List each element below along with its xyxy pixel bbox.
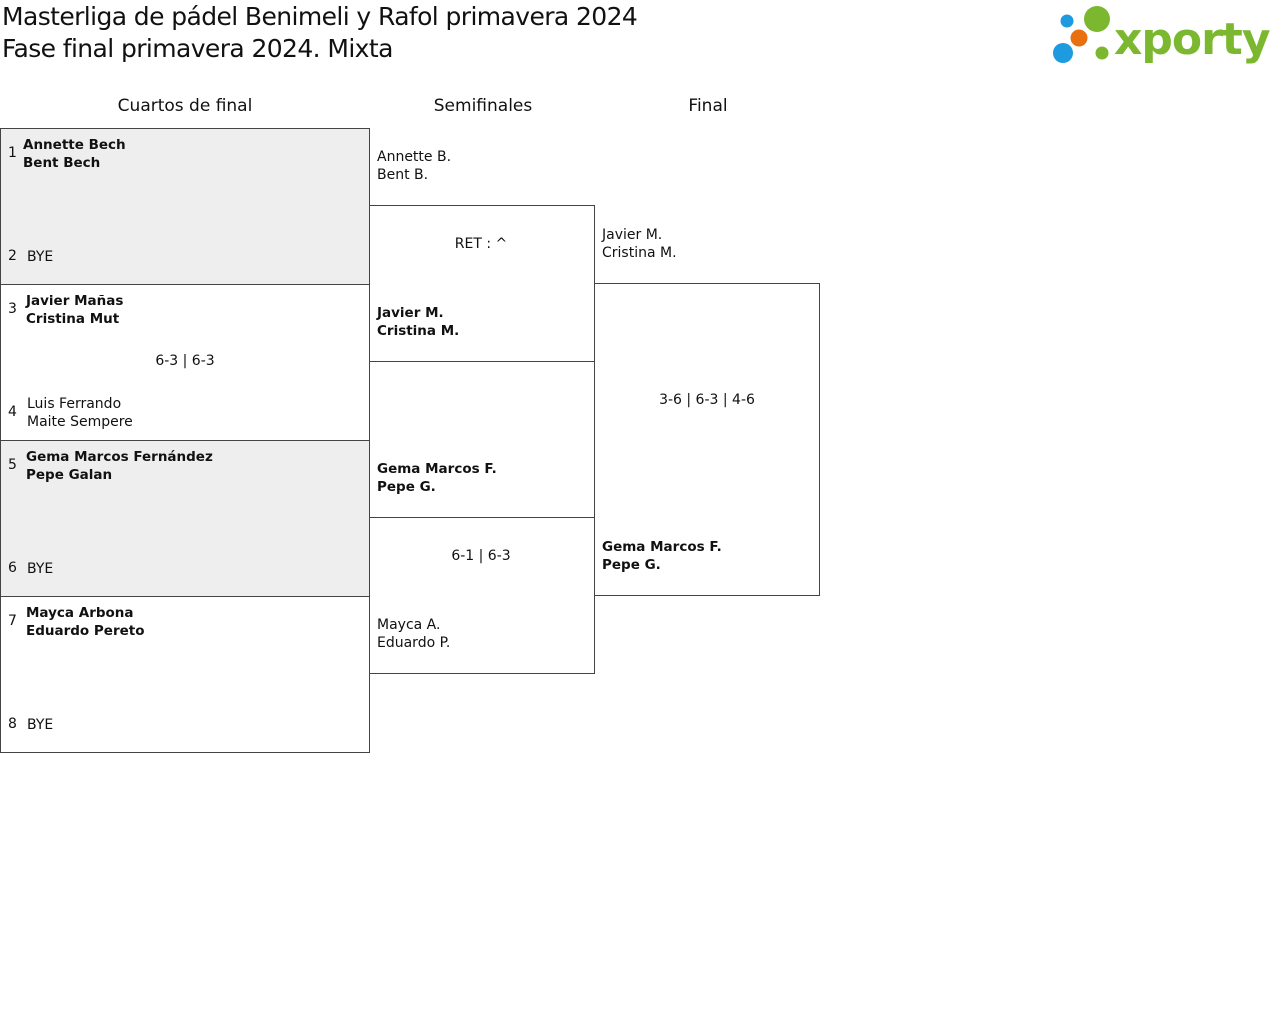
round-header-quarterfinals: Cuartos de final bbox=[117, 96, 253, 116]
quarterfinal-match-1 bbox=[0, 128, 370, 285]
round-header-final: Final bbox=[688, 96, 728, 116]
quarterfinal-3-team-b: BYE bbox=[27, 561, 54, 577]
seed-number: 1 bbox=[8, 145, 17, 161]
seed-number: 8 bbox=[8, 716, 17, 732]
seed-number: 4 bbox=[8, 404, 17, 420]
semifinal-1-team-b: Javier M. Cristina M. bbox=[377, 305, 460, 339]
quarterfinal-match-4 bbox=[0, 596, 370, 753]
quarterfinal-match-3 bbox=[0, 440, 370, 597]
seed-number: 5 bbox=[8, 457, 17, 473]
semifinal-2-score: 6-1 | 6-3 bbox=[451, 548, 511, 564]
final-team-b: Gema Marcos F. Pepe G. bbox=[602, 539, 722, 573]
final-match bbox=[594, 283, 820, 596]
quarterfinal-1-team-b: BYE bbox=[27, 249, 54, 265]
semifinal-2-team-b: Mayca A. Eduardo P. bbox=[377, 617, 451, 651]
round-header-semifinals: Semifinales bbox=[433, 96, 533, 116]
quarterfinal-1-team-a: Annette Bech Bent Bech bbox=[23, 137, 126, 171]
logo-text: xporty bbox=[1114, 14, 1270, 65]
seed-number: 3 bbox=[8, 301, 17, 317]
page-subtitle: Fase final primavera 2024. Mixta bbox=[2, 34, 393, 63]
logo-dot bbox=[1095, 46, 1109, 60]
semifinal-1-team-a: Annette B. Bent B. bbox=[377, 149, 452, 183]
semifinal-1-score: RET : ^ bbox=[454, 236, 508, 252]
page-title: Masterliga de pádel Benimeli y Rafol pri… bbox=[2, 2, 638, 31]
logo-dot bbox=[1070, 29, 1088, 47]
final-score: 3-6 | 6-3 | 4-6 bbox=[659, 392, 755, 408]
seed-number: 2 bbox=[8, 248, 17, 264]
quarterfinal-4-team-b: BYE bbox=[27, 717, 54, 733]
quarterfinal-4-team-a: Mayca Arbona Eduardo Pereto bbox=[26, 605, 145, 639]
quarterfinal-3-team-a: Gema Marcos Fernández Pepe Galan bbox=[26, 449, 213, 483]
seed-number: 6 bbox=[8, 560, 17, 576]
xporty-logo: xporty bbox=[1053, 6, 1271, 65]
quarterfinal-2-score: 6-3 | 6-3 bbox=[155, 353, 215, 369]
logo-dot bbox=[1084, 6, 1110, 32]
seed-number: 7 bbox=[8, 613, 17, 629]
logo-dot bbox=[1053, 43, 1073, 63]
quarterfinal-2-team-a: Javier Mañas Cristina Mut bbox=[26, 293, 124, 327]
logo-dot bbox=[1060, 14, 1074, 28]
quarterfinal-2-team-b: Luis Ferrando Maite Sempere bbox=[27, 396, 133, 430]
semifinal-2-team-a: Gema Marcos F. Pepe G. bbox=[377, 461, 497, 495]
final-team-a: Javier M. Cristina M. bbox=[602, 227, 677, 261]
